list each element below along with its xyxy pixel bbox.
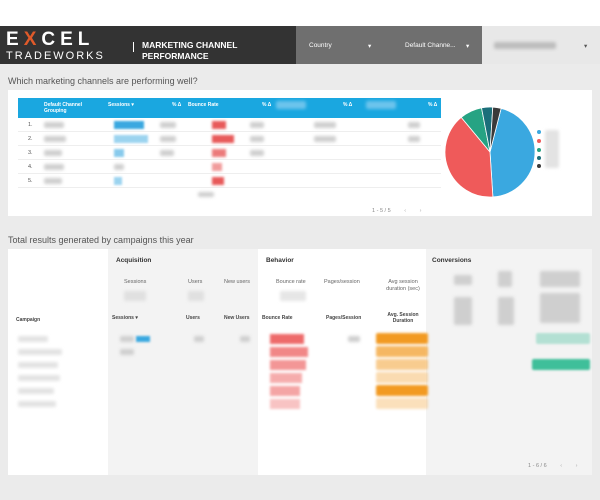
column-header[interactable]: Campaign: [16, 317, 41, 323]
table-pager: 1 - 6 / 6 ‹ ›: [528, 463, 578, 469]
table-header: Default Channel Grouping Sessions ▾ % Δ …: [18, 98, 441, 118]
legend-dot: [537, 164, 541, 168]
summary-blurred: [198, 192, 214, 197]
legend-dot: [537, 130, 541, 134]
page-title: MARKETING CHANNEL PERFORMANCE: [142, 40, 238, 61]
header-blurred: [276, 101, 306, 109]
chevron-down-icon[interactable]: ▾: [466, 43, 470, 50]
table-pager: 1 - 5 / 5 ‹ ›: [372, 208, 422, 214]
channel-pie-chart: [444, 106, 536, 198]
column-header[interactable]: Pages/Session: [326, 315, 362, 321]
group-acquisition: Acquisition: [116, 257, 152, 264]
legend-dot: [537, 148, 541, 152]
sub-label: Users: [188, 279, 203, 285]
group-conversions: Conversions: [432, 257, 472, 264]
country-filter[interactable]: Country: [309, 42, 332, 49]
column-header[interactable]: Avg. Session Duration: [387, 312, 419, 324]
next-page-icon[interactable]: ›: [419, 208, 422, 214]
table-row[interactable]: 4.: [18, 160, 441, 174]
channel-filter[interactable]: Default Channe...: [405, 42, 456, 49]
table-row[interactable]: 1.: [18, 118, 441, 132]
column-header[interactable]: New Users: [224, 315, 250, 321]
section-title-campaigns: Total results generated by campaigns thi…: [8, 235, 194, 245]
column-header[interactable]: % Δ: [172, 102, 182, 108]
column-header[interactable]: % Δ: [262, 102, 272, 108]
acquisition-band: [108, 249, 258, 475]
chevron-down-icon[interactable]: ▾: [584, 43, 588, 50]
column-header[interactable]: % Δ: [428, 102, 438, 108]
prev-page-icon[interactable]: ‹: [404, 208, 407, 214]
sub-label: New users: [224, 279, 250, 285]
legend-dot: [537, 156, 541, 160]
column-header[interactable]: Bounce Rate: [188, 102, 219, 108]
group-behavior: Behavior: [266, 257, 294, 264]
table-row[interactable]: [8, 359, 592, 371]
report-header: EXCEL TRADEWORKS MARKETING CHANNEL PERFO…: [0, 0, 600, 64]
table-row[interactable]: [8, 385, 592, 397]
prev-page-icon[interactable]: ‹: [560, 463, 563, 469]
section-title-channels: Which marketing channels are performing …: [8, 76, 198, 86]
column-header[interactable]: Default Channel Grouping: [44, 102, 83, 114]
pie-slice-1[interactable]: [444, 116, 494, 198]
sub-label: Bounce rate: [276, 279, 306, 285]
filter-bar: [296, 26, 482, 64]
legend-labels-blurred: [545, 130, 559, 168]
table-row[interactable]: 2.: [18, 132, 441, 146]
table-row[interactable]: [8, 372, 592, 384]
title-separator: [133, 42, 134, 52]
table-row[interactable]: 3.: [18, 146, 441, 160]
pie-slice-0[interactable]: [489, 107, 536, 198]
column-header[interactable]: Bounce Rate: [262, 315, 293, 321]
header-blurred: [366, 101, 396, 109]
sub-label: Avg session duration (sec): [386, 279, 420, 292]
date-filter[interactable]: [494, 42, 556, 49]
table-row[interactable]: [8, 346, 592, 358]
column-header[interactable]: Users: [186, 315, 200, 321]
column-header[interactable]: Sessions ▾: [108, 102, 134, 108]
header-brand-band: [0, 26, 296, 64]
column-header[interactable]: Sessions ▾: [112, 315, 138, 321]
excel-tradeworks-logo: EXCEL TRADEWORKS: [6, 29, 105, 62]
channel-performance-card: Default Channel Grouping Sessions ▾ % Δ …: [8, 90, 592, 216]
sub-label: Sessions: [124, 279, 147, 285]
table-row[interactable]: 5.: [18, 174, 441, 188]
table-row[interactable]: [8, 333, 592, 345]
campaign-results-card: Acquisition Behavior Conversions Session…: [8, 249, 592, 475]
chevron-down-icon[interactable]: ▾: [368, 43, 372, 50]
column-header[interactable]: % Δ: [343, 102, 353, 108]
pie-slice-4[interactable]: [489, 106, 502, 153]
table-row[interactable]: [8, 398, 592, 410]
sub-label: Pages/session: [324, 279, 360, 285]
next-page-icon[interactable]: ›: [575, 463, 578, 469]
legend-dot: [537, 139, 541, 143]
